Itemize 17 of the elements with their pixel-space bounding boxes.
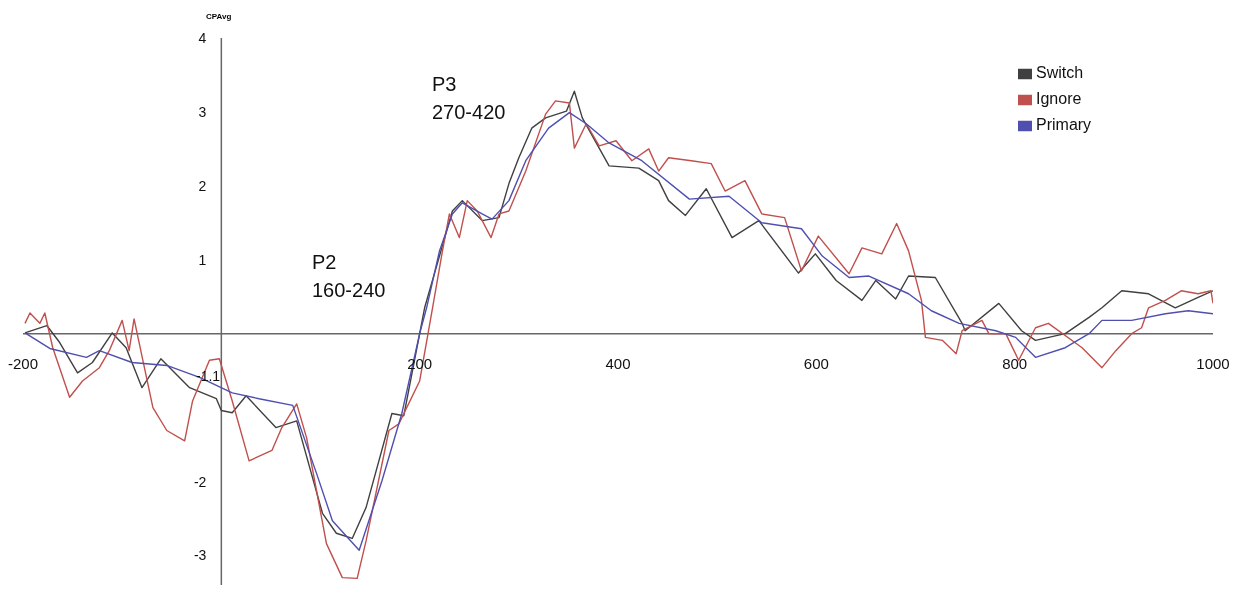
legend-label: Primary (1036, 116, 1092, 133)
x-tick-label: -200 (7, 354, 39, 372)
y-tick-label: 2 (198, 177, 207, 194)
x-tick-label: 800 (1002, 354, 1028, 372)
y-tick-label: 4 (198, 30, 207, 46)
legend-label: Switch (1036, 64, 1084, 81)
annotation: P2 160-240 (312, 250, 386, 303)
y-tick-label: 1 (198, 251, 207, 268)
y-tick-label: 3 (198, 103, 207, 120)
y-axis-title: CPAvg (206, 12, 232, 21)
x-tick-label: 1000 (1196, 354, 1230, 372)
x-tick-label: 400 (605, 354, 631, 372)
y-tick-label: -2 (193, 473, 207, 490)
x-tick-label: 600 (803, 354, 829, 372)
y-tick-label: -3 (193, 547, 207, 564)
legend-label: Ignore (1036, 90, 1082, 107)
annotation: P3 270-420 (432, 72, 506, 125)
